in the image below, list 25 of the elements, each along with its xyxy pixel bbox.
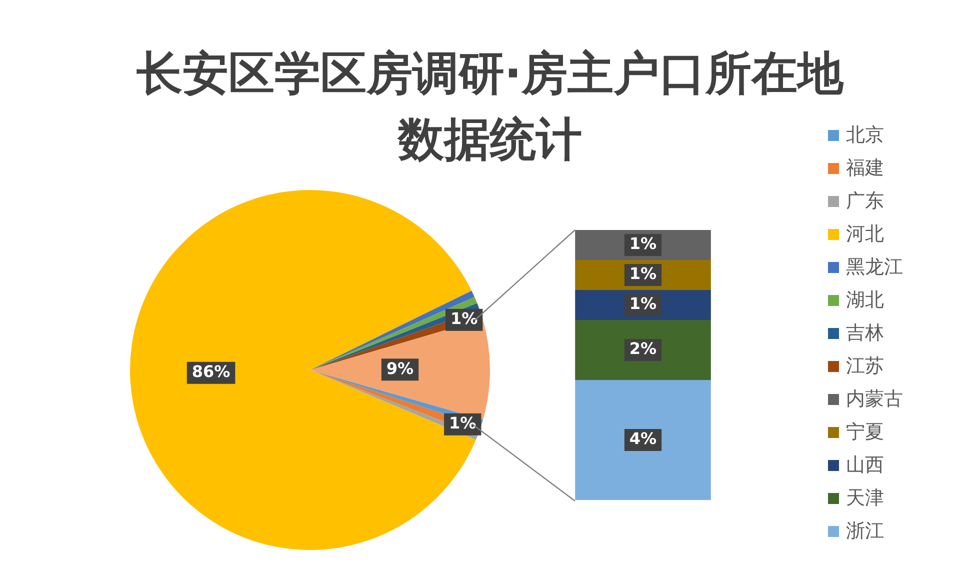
data-label: 86% xyxy=(192,362,230,381)
bar xyxy=(575,380,711,500)
legend-label: 广东 xyxy=(846,189,884,214)
data-label: 4% xyxy=(629,429,657,448)
legend-label: 天津 xyxy=(846,486,884,511)
data-label: 1% xyxy=(450,309,478,328)
legend-label: 黑龙江 xyxy=(846,255,903,280)
legend-label: 宁夏 xyxy=(846,420,884,445)
legend-label: 山西 xyxy=(846,453,884,478)
chart-title: 长安区学区房调研·房主户口所在地数据统计 xyxy=(136,46,844,166)
data-label: 1% xyxy=(629,294,657,314)
legend-label: 吉林 xyxy=(846,321,884,346)
legend-label: 江苏 xyxy=(846,354,884,379)
data-label: 2% xyxy=(629,339,657,358)
data-label: 1% xyxy=(629,264,657,284)
legend-label: 河北 xyxy=(846,222,884,247)
legend-label: 浙江 xyxy=(846,519,884,544)
data-label: 1% xyxy=(449,414,476,432)
legend-label: 北京 xyxy=(846,123,884,148)
legend-label: 内蒙古 xyxy=(846,387,903,412)
data-label: 9% xyxy=(386,358,414,378)
legend-label: 福建 xyxy=(846,156,884,181)
bar xyxy=(575,320,711,380)
legend-label: 湖北 xyxy=(846,288,884,313)
data-label: 1% xyxy=(629,234,657,254)
